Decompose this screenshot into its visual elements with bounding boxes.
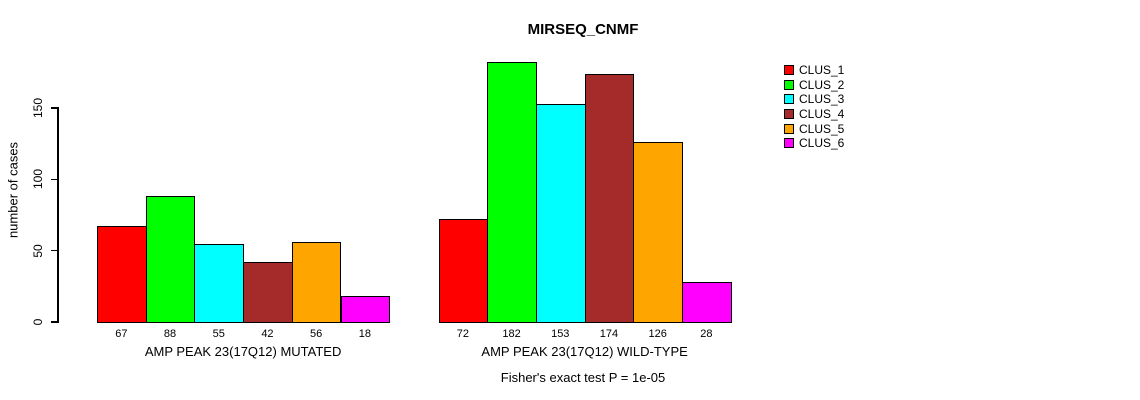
legend-swatch-CLUS_5 [784,123,794,134]
bar-value-label: 72 [456,328,469,340]
bar-value-label: 28 [700,328,713,340]
legend-swatch-CLUS_6 [784,138,794,149]
bar-CLUS_1-group1 [97,226,147,323]
bar-value-label: 55 [212,328,225,340]
y-tick-label-100: 100 [31,169,45,190]
y-tick-100 [51,178,58,181]
legend-swatch-CLUS_4 [784,109,794,120]
y-tick-50 [51,249,58,252]
y-axis-label: number of cases [5,141,21,239]
legend-label-CLUS_2: CLUS_2 [799,77,845,92]
caption-fishers-test: Fisher's exact test P = 1e-05 [500,370,666,385]
legend-row-CLUS_3: CLUS_3 [784,92,844,107]
bar-CLUS_6-group1 [340,296,391,323]
y-tick-0 [51,321,58,323]
bar-value-label: 126 [648,328,667,340]
bar-value-label: 56 [310,328,323,340]
legend: CLUS_1 CLUS_2 CLUS_3 CLUS_4 CLUS_5 CLUS_6 [784,63,844,151]
bar-CLUS_5-group1 [291,242,342,323]
bar-CLUS_2-group1 [145,196,196,323]
bar-CLUS_5-group2 [633,142,683,323]
legend-label-CLUS_3: CLUS_3 [799,92,845,107]
legend-swatch-CLUS_2 [784,79,794,90]
bar-value-label: 174 [599,328,619,340]
bar-CLUS_4-group2 [584,73,635,323]
bar-value-label: 153 [551,328,570,340]
bar-CLUS_3-group2 [535,103,586,323]
legend-label-CLUS_4: CLUS_4 [799,107,845,122]
y-axis-line [57,107,59,323]
group-label-2: AMP PEAK 23(17Q12) WILD-TYPE [481,344,688,359]
group-label-1: AMP PEAK 23(17Q12) MUTATED [144,344,342,359]
legend-row-CLUS_2: CLUS_2 [784,78,844,93]
bar-CLUS_6-group2 [682,282,732,323]
bar-CLUS_4-group1 [243,262,293,323]
y-tick-label-0: 0 [31,318,45,326]
y-tick-150 [51,107,58,109]
bar-CLUS_1-group2 [438,219,489,323]
legend-swatch-CLUS_1 [784,65,794,76]
bar-CLUS_2-group2 [487,62,537,323]
legend-row-CLUS_1: CLUS_1 [784,63,844,78]
bar-value-label: 18 [358,328,371,340]
legend-label-CLUS_6: CLUS_6 [799,136,845,151]
bar-value-label: 42 [261,328,274,340]
bar-value-label: 182 [502,328,521,340]
bar-value-label: 88 [163,328,177,340]
legend-row-CLUS_6: CLUS_6 [784,136,844,151]
legend-row-CLUS_4: CLUS_4 [784,107,844,122]
legend-label-CLUS_1: CLUS_1 [799,63,845,78]
chart-title: MIRSEQ_CNMF [527,21,639,38]
legend-swatch-CLUS_3 [784,94,794,105]
y-tick-label-50: 50 [31,243,45,258]
y-tick-label-150: 150 [31,97,45,119]
legend-row-CLUS_5: CLUS_5 [784,121,844,136]
bar-CLUS_3-group1 [194,243,245,323]
bar-value-label: 67 [115,328,128,340]
legend-label-CLUS_5: CLUS_5 [799,121,845,136]
